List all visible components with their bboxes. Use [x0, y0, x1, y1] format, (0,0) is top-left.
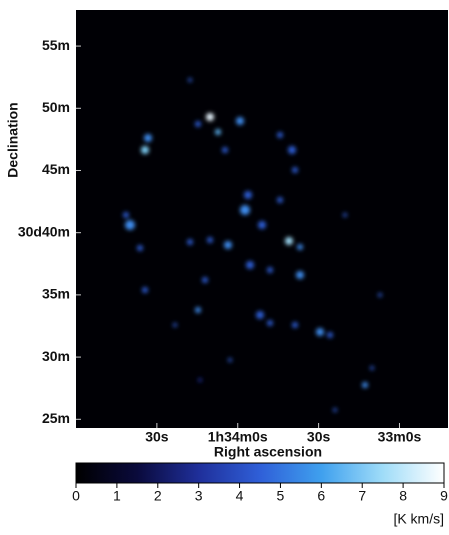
y-tick-label: 30m [42, 348, 70, 364]
colorbar-tick-label: 8 [399, 488, 407, 504]
colorbar-tick-label: 9 [440, 488, 448, 504]
colorbar-tick-label: 4 [236, 488, 244, 504]
colorbar-label: [K km/s] [393, 511, 444, 527]
colorbar-tick-label: 6 [317, 488, 325, 504]
colorbar-tick-label: 7 [358, 488, 366, 504]
colorbar-tick-label: 1 [113, 488, 121, 504]
colorbar [75, 462, 445, 484]
x-tick-label: 33m0s [378, 429, 422, 445]
y-axis-label: Declination [5, 102, 21, 177]
y-tick-label: 45m [42, 161, 70, 177]
image-frame [76, 10, 448, 428]
colorbar-tick-label: 0 [72, 488, 80, 504]
y-tick-label: 30d40m [18, 223, 70, 239]
y-tick-label: 25m [42, 410, 70, 426]
emission [123, 78, 382, 412]
y-tick-label: 50m [42, 99, 70, 115]
colorbar-tick-label: 2 [154, 488, 162, 504]
colorbar-tick-label: 5 [277, 488, 285, 504]
colorbar-tick-label: 3 [195, 488, 203, 504]
x-tick-label: 30s [145, 429, 169, 445]
x-tick-label: 30s [307, 429, 331, 445]
x-axis-label: Right ascension [214, 444, 322, 460]
y-tick-label: 55m [42, 37, 70, 53]
y-tick-label: 35m [42, 286, 70, 302]
x-tick-label: 1h34m0s [208, 429, 268, 445]
